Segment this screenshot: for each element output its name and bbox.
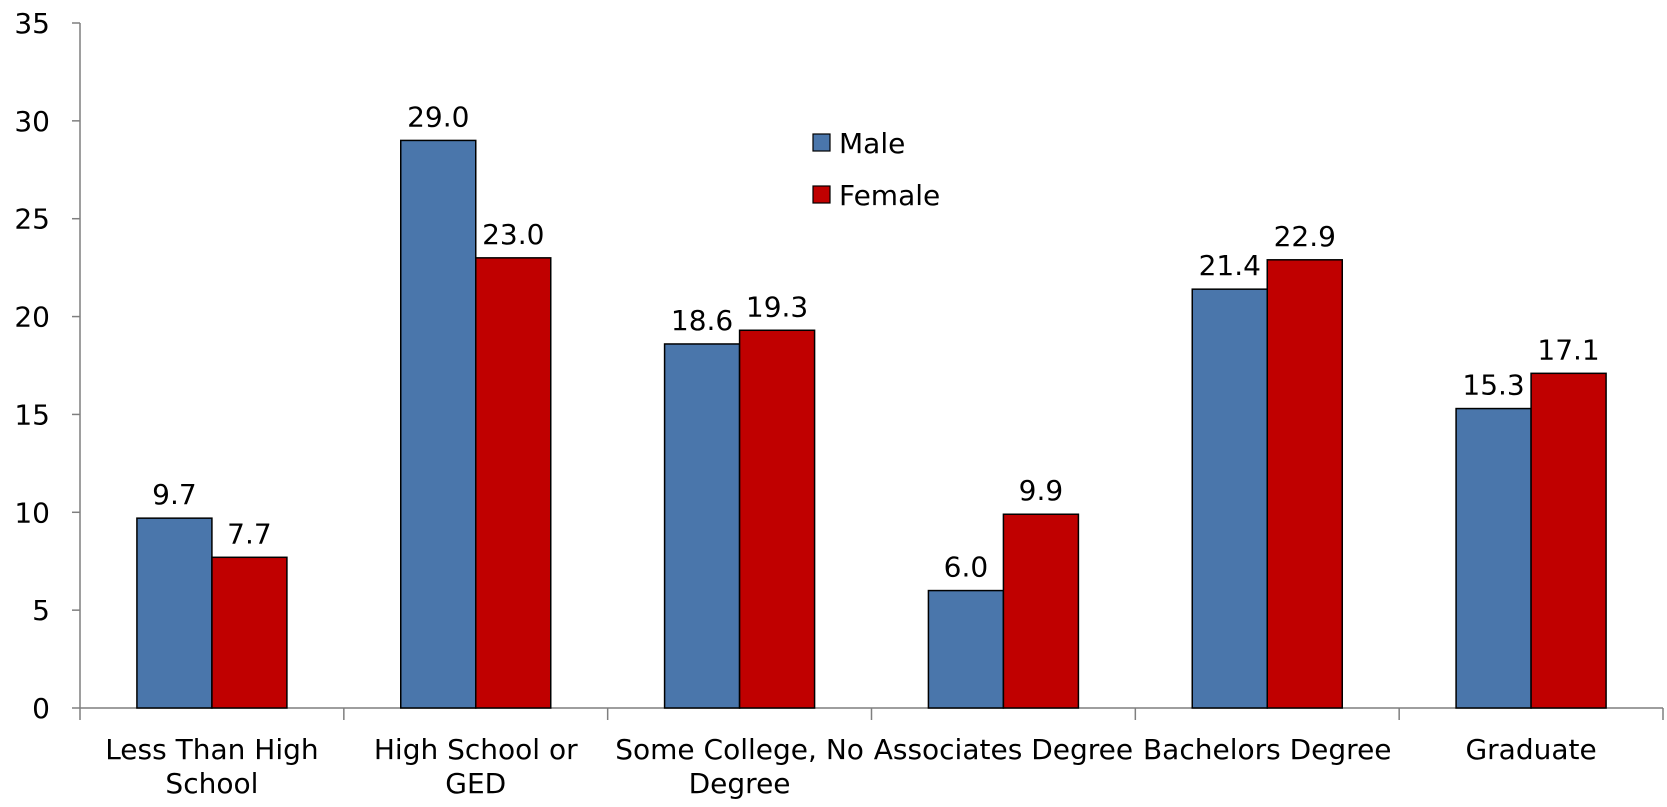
bar-female [211, 556, 288, 709]
bar-female [1266, 259, 1343, 709]
data-labels: 9.7 7.7 29.0 23.0 18.6 19.3 6.0 9.9 21.4 22.9 15.3… [152, 100, 1600, 583]
bar-male [663, 343, 741, 709]
data-label-male: 6.0 [944, 551, 989, 584]
x-axis: Less Than High School High School or GED Som… [79, 707, 1664, 800]
legend: Male Female [812, 127, 940, 212]
y-tick-label: 10 [14, 496, 50, 529]
y-tick-label: 20 [14, 301, 50, 334]
y-tick-label: 30 [14, 105, 50, 138]
legend-label-female: Female [839, 179, 940, 212]
data-label-male: 9.7 [152, 478, 197, 511]
y-tick-label: 0 [32, 692, 50, 725]
bars [136, 139, 1607, 709]
category-label: Graduate [1465, 733, 1596, 766]
bar-male [136, 517, 213, 709]
bar-female [475, 257, 552, 709]
legend-label-male: Male [839, 127, 905, 160]
category-label: High School or GED [374, 733, 578, 800]
data-label-male: 21.4 [1199, 249, 1261, 282]
y-axis: 0 5 10 15 20 25 30 35 [14, 7, 81, 725]
y-tick-label: 35 [14, 7, 50, 40]
y-tick-label: 5 [32, 594, 50, 627]
data-label-female: 9.9 [1019, 474, 1064, 507]
bar-female [738, 329, 816, 709]
data-label-male: 18.6 [671, 304, 733, 337]
category-label: Less Than High School [105, 733, 318, 800]
legend-swatch-female [812, 185, 831, 204]
data-label-female: 22.9 [1274, 220, 1336, 253]
category-label: Bachelors Degree [1143, 733, 1392, 766]
category-label: Some College, No Degree [615, 733, 864, 800]
bar-male [927, 589, 1005, 709]
bar-female [1002, 513, 1080, 709]
bar-male [400, 139, 477, 709]
category-label: Associates Degree [874, 733, 1133, 766]
data-label-male: 29.0 [407, 100, 469, 133]
bar-female [1530, 372, 1607, 709]
bar-male [1455, 407, 1532, 709]
bar-male [1191, 288, 1268, 709]
data-label-male: 15.3 [1462, 369, 1524, 402]
data-label-female: 17.1 [1537, 333, 1599, 366]
legend-swatch-male [812, 133, 831, 152]
data-label-female: 23.0 [482, 218, 544, 251]
data-label-female: 7.7 [227, 517, 272, 550]
data-label-female: 19.3 [746, 290, 808, 323]
y-tick-label: 25 [14, 203, 50, 236]
y-tick-label: 15 [14, 398, 50, 431]
